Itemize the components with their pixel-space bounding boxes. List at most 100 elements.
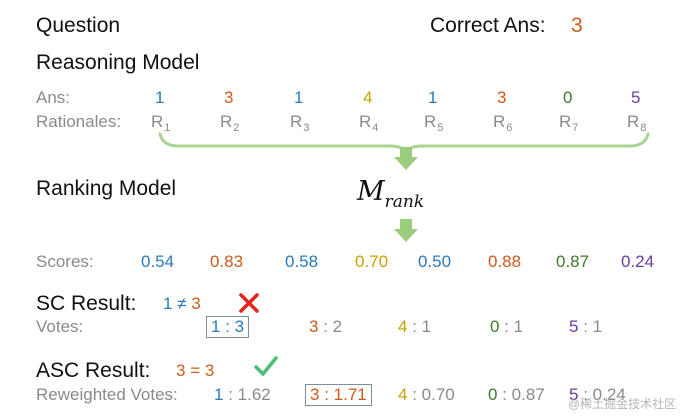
vote-value: 2 [332,317,343,336]
rationale-letter: R [359,112,372,131]
sc-vote-answer-1: 1 : 3 [206,316,250,338]
score-r4: 0.70 [355,252,389,271]
rationale-letter: R [627,112,640,131]
score-r2: 0.83 [210,252,244,271]
vote-value: 1.71 [333,385,367,404]
rationale-index: 4 [372,122,379,134]
vote-answer: 4 [398,317,408,336]
reasoning-model-title: Reasoning Model [36,51,200,74]
watermark: @稀土掘金技术社区 [568,397,677,411]
vote-sep: : [318,317,333,336]
rationale-r1: R1 [151,113,170,134]
answer-r2: 3 [224,88,234,107]
model-subscript: rank [384,192,425,212]
sc-vote-answer-0: 0 : 1 [490,318,523,335]
vote-sep: : [223,385,238,404]
rationale-letter: R [151,112,164,131]
vote-value: 1.62 [237,385,271,404]
rationale-r8: R8 [627,113,646,134]
check-icon [254,356,278,376]
vote-sep: : [578,317,593,336]
asc-vote-answer-3: 3 : 1.71 [305,384,372,406]
vote-sep: : [407,317,422,336]
vote-value: 0.24 [592,385,626,404]
rationale-letter: R [220,112,233,131]
answer-r5: 1 [428,88,438,107]
reweighted-votes-label: Reweighted Votes: [36,385,178,404]
vote-value: 1 [421,317,432,336]
rationale-index: 5 [437,122,444,134]
vote-sep: : [319,385,334,404]
answer-r4: 4 [363,88,373,107]
rationale-letter: R [424,112,437,131]
asc-vote-answer-0: 0 : 0.87 [488,386,545,403]
vote-sep: : [578,385,593,404]
sc-result-title: SC Result: [36,292,137,315]
ans-row-label: Ans: [36,88,71,107]
sc-cmp-op: ≠ [177,294,187,313]
vote-answer: 1 [211,317,221,336]
answer-r7: 0 [563,88,573,107]
model-symbol: M [357,176,385,207]
vote-answer: 3 [309,317,319,336]
rationale-r2: R2 [220,113,239,134]
asc-cmp-left: 3 [176,361,186,380]
votes-row-label: Votes: [36,317,84,336]
ranking-model-symbol: Mrank [357,178,424,211]
sc-vote-answer-5: 5 : 1 [569,318,602,335]
answer-r1: 1 [155,88,165,107]
answer-r3: 1 [294,88,304,107]
score-r6: 0.88 [488,252,522,271]
rationale-index: 3 [303,122,310,134]
vote-sep: : [220,317,235,336]
rationale-letter: R [559,112,572,131]
down-arrow-icon [394,219,418,242]
ranking-model-title: Ranking Model [36,177,177,200]
vote-sep: : [407,385,422,404]
asc-result-title: ASC Result: [36,359,151,382]
rationale-r5: R5 [424,113,443,134]
vote-value: 1 [513,317,524,336]
vote-value: 3 [234,317,245,336]
rationale-r3: R3 [290,113,309,134]
vote-answer: 4 [398,385,408,404]
asc-vote-answer-1: 1 : 1.62 [214,386,271,403]
rationale-index: 8 [640,122,647,134]
vote-answer: 1 [214,385,224,404]
score-r8: 0.24 [621,252,655,271]
score-r1: 0.54 [141,252,175,271]
sc-cmp-left: 1 [163,294,173,313]
down-arrow-icon [394,147,418,170]
rationale-r4: R4 [359,113,378,134]
vote-answer: 0 [490,317,500,336]
cross-icon [239,293,259,313]
asc-vote-answer-5: 5 : 0.24 [569,386,626,403]
score-r7: 0.87 [556,252,590,271]
rationale-index: 7 [572,122,579,134]
rationale-letter: R [493,112,506,131]
rationale-index: 1 [164,122,171,134]
vote-value: 0.87 [511,385,545,404]
score-r5: 0.50 [418,252,452,271]
score-r3: 0.58 [285,252,319,271]
rationale-letter: R [290,112,303,131]
answer-r8: 5 [631,88,641,107]
asc-vote-answer-4: 4 : 0.70 [398,386,455,403]
rationales-row-label: Rationales: [36,112,122,131]
vote-value: 1 [592,317,603,336]
answer-r6: 3 [497,88,507,107]
vote-sep: : [499,317,514,336]
question-label: Question [36,14,121,37]
asc-cmp-right: 3 [204,361,215,380]
vote-value: 0.70 [421,385,455,404]
correct-answer-value: 3 [571,14,583,37]
sc-cmp-right: 3 [191,294,201,313]
vote-sep: : [497,385,512,404]
asc-comparison: 3 = 3 [176,362,214,379]
vote-answer: 3 [310,385,320,404]
scores-row-label: Scores: [36,252,94,271]
rationale-index: 2 [233,122,240,134]
rationale-index: 6 [506,122,513,134]
asc-cmp-op: = [190,361,201,380]
